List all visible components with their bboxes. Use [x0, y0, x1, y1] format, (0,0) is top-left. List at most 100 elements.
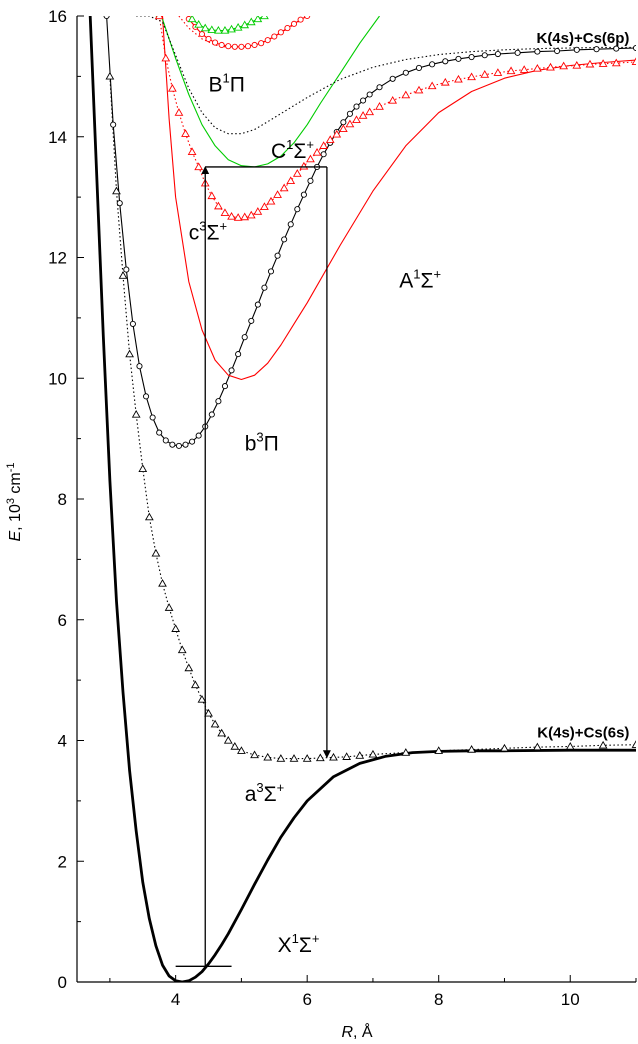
marker-c3Sigma — [194, 162, 204, 171]
marker-b3Pi — [169, 441, 176, 448]
marker-upper-green-triangles — [246, 17, 256, 26]
x-axis-title: R, Å — [341, 1022, 372, 1041]
curve-upper-red-dotted — [178, 16, 308, 48]
marker-b3Pi — [156, 429, 163, 436]
marker-b3Pi — [346, 110, 353, 117]
marker-a3Sigma — [315, 753, 325, 762]
marker-upper-red-circles — [212, 39, 219, 46]
marker-upper-green-triangles — [200, 23, 210, 32]
asymptote-label: K(4s)+Cs(6s) — [537, 724, 629, 741]
marker-c3Sigma — [506, 66, 516, 75]
y-tick-label: 0 — [58, 973, 67, 992]
marker-c3Sigma — [240, 212, 250, 221]
marker-a3Sigma — [177, 645, 187, 654]
marker-b3Pi — [353, 103, 360, 110]
marker-upper-red-circles — [277, 29, 284, 36]
marker-b3Pi — [254, 301, 261, 308]
marker-c3Sigma — [631, 57, 636, 66]
curve-a3Sigma — [109, 76, 636, 760]
marker-b3Pi — [221, 383, 229, 390]
marker-a3Sigma — [197, 694, 207, 703]
marker-upper-red-circles — [198, 31, 206, 38]
marker-b3Pi — [340, 119, 347, 126]
marker-a3Sigma — [151, 548, 161, 557]
marker-b3Pi — [481, 52, 488, 59]
marker-b3Pi — [307, 177, 314, 184]
marker-upper-green-triangles — [233, 22, 243, 31]
marker-c3Sigma — [345, 119, 355, 128]
state-label-A1: A1Σ+ — [399, 267, 441, 293]
marker-b3Pi — [241, 334, 248, 341]
marker-c3Sigma — [154, 16, 164, 20]
marker-c3Sigma — [546, 62, 555, 71]
marker-c3Sigma — [286, 176, 296, 184]
marker-upper-red-circles — [290, 20, 298, 27]
marker-c3Sigma — [427, 81, 437, 90]
marker-c3Sigma — [572, 61, 582, 69]
marker-b3Pi — [468, 54, 475, 61]
marker-a3Sigma — [532, 742, 542, 751]
marker-c3Sigma — [338, 124, 348, 133]
marker-upper-green-triangles — [214, 25, 223, 34]
marker-b3Pi — [129, 320, 136, 327]
marker-a3Sigma — [434, 746, 444, 754]
marker-a3Sigma — [230, 742, 240, 750]
marker-c3Sigma — [480, 70, 490, 78]
marker-c3Sigma — [358, 111, 368, 119]
marker-a3Sigma — [631, 740, 636, 748]
marker-a3Sigma — [355, 751, 365, 759]
potential-curves — [88, 16, 636, 982]
marker-upper-red-circles — [271, 33, 278, 40]
marker-b3Pi — [143, 393, 150, 400]
marker-a3Sigma — [131, 409, 141, 418]
marker-upper-red-circles — [284, 25, 291, 32]
marker-b3Pi — [149, 414, 156, 421]
marker-a3Sigma — [289, 754, 299, 762]
data-markers — [103, 16, 636, 762]
marker-a3Sigma — [598, 740, 608, 749]
marker-c3Sigma — [273, 190, 282, 198]
marker-c3Sigma — [325, 135, 335, 143]
marker-upper-red-circles — [297, 16, 304, 23]
marker-c3Sigma — [233, 213, 243, 221]
marker-c3Sigma — [167, 83, 177, 92]
marker-b3Pi — [494, 50, 501, 58]
marker-b3Pi — [281, 236, 288, 243]
state-label-B1: B1Π — [209, 70, 245, 96]
marker-c3Sigma — [352, 115, 361, 123]
marker-c3Sigma — [388, 96, 398, 104]
marker-b3Pi — [294, 206, 301, 213]
marker-upper-green-triangles — [207, 25, 217, 34]
marker-a3Sigma — [158, 579, 167, 587]
marker-b3Pi — [514, 49, 521, 56]
marker-b3Pi — [632, 44, 636, 52]
marker-b3Pi — [175, 442, 182, 449]
marker-c3Sigma — [214, 201, 223, 210]
marker-c3Sigma — [266, 196, 276, 205]
marker-c3Sigma — [279, 183, 289, 192]
x-tick-label: 6 — [302, 990, 311, 1009]
marker-b3Pi — [534, 48, 541, 55]
marker-upper-red-circles — [244, 43, 252, 50]
marker-a3Sigma — [302, 754, 312, 762]
marker-b3Pi — [162, 437, 169, 444]
marker-a3Sigma — [144, 512, 154, 521]
marker-c3Sigma — [467, 72, 476, 81]
y-tick-label: 8 — [58, 490, 67, 509]
marker-upper-red-circles — [251, 41, 258, 49]
marker-a3Sigma — [500, 743, 509, 752]
marker-c3Sigma — [306, 154, 315, 163]
marker-b3Pi — [274, 252, 281, 259]
asymptote-label: K(4s)+Cs(6p) — [536, 30, 629, 47]
marker-c3Sigma — [312, 147, 322, 156]
state-label-c3: c3Σ+ — [189, 218, 227, 244]
marker-b3Pi — [215, 398, 222, 405]
state-label-a3: a3Σ+ — [245, 780, 285, 806]
marker-b3Pi — [415, 64, 423, 71]
marker-upper-green-triangles — [187, 16, 197, 23]
marker-b3Pi — [366, 91, 373, 98]
marker-b3Pi — [300, 191, 307, 198]
marker-c3Sigma — [414, 85, 424, 94]
marker-c3Sigma — [585, 59, 595, 68]
marker-b3Pi — [593, 46, 600, 53]
